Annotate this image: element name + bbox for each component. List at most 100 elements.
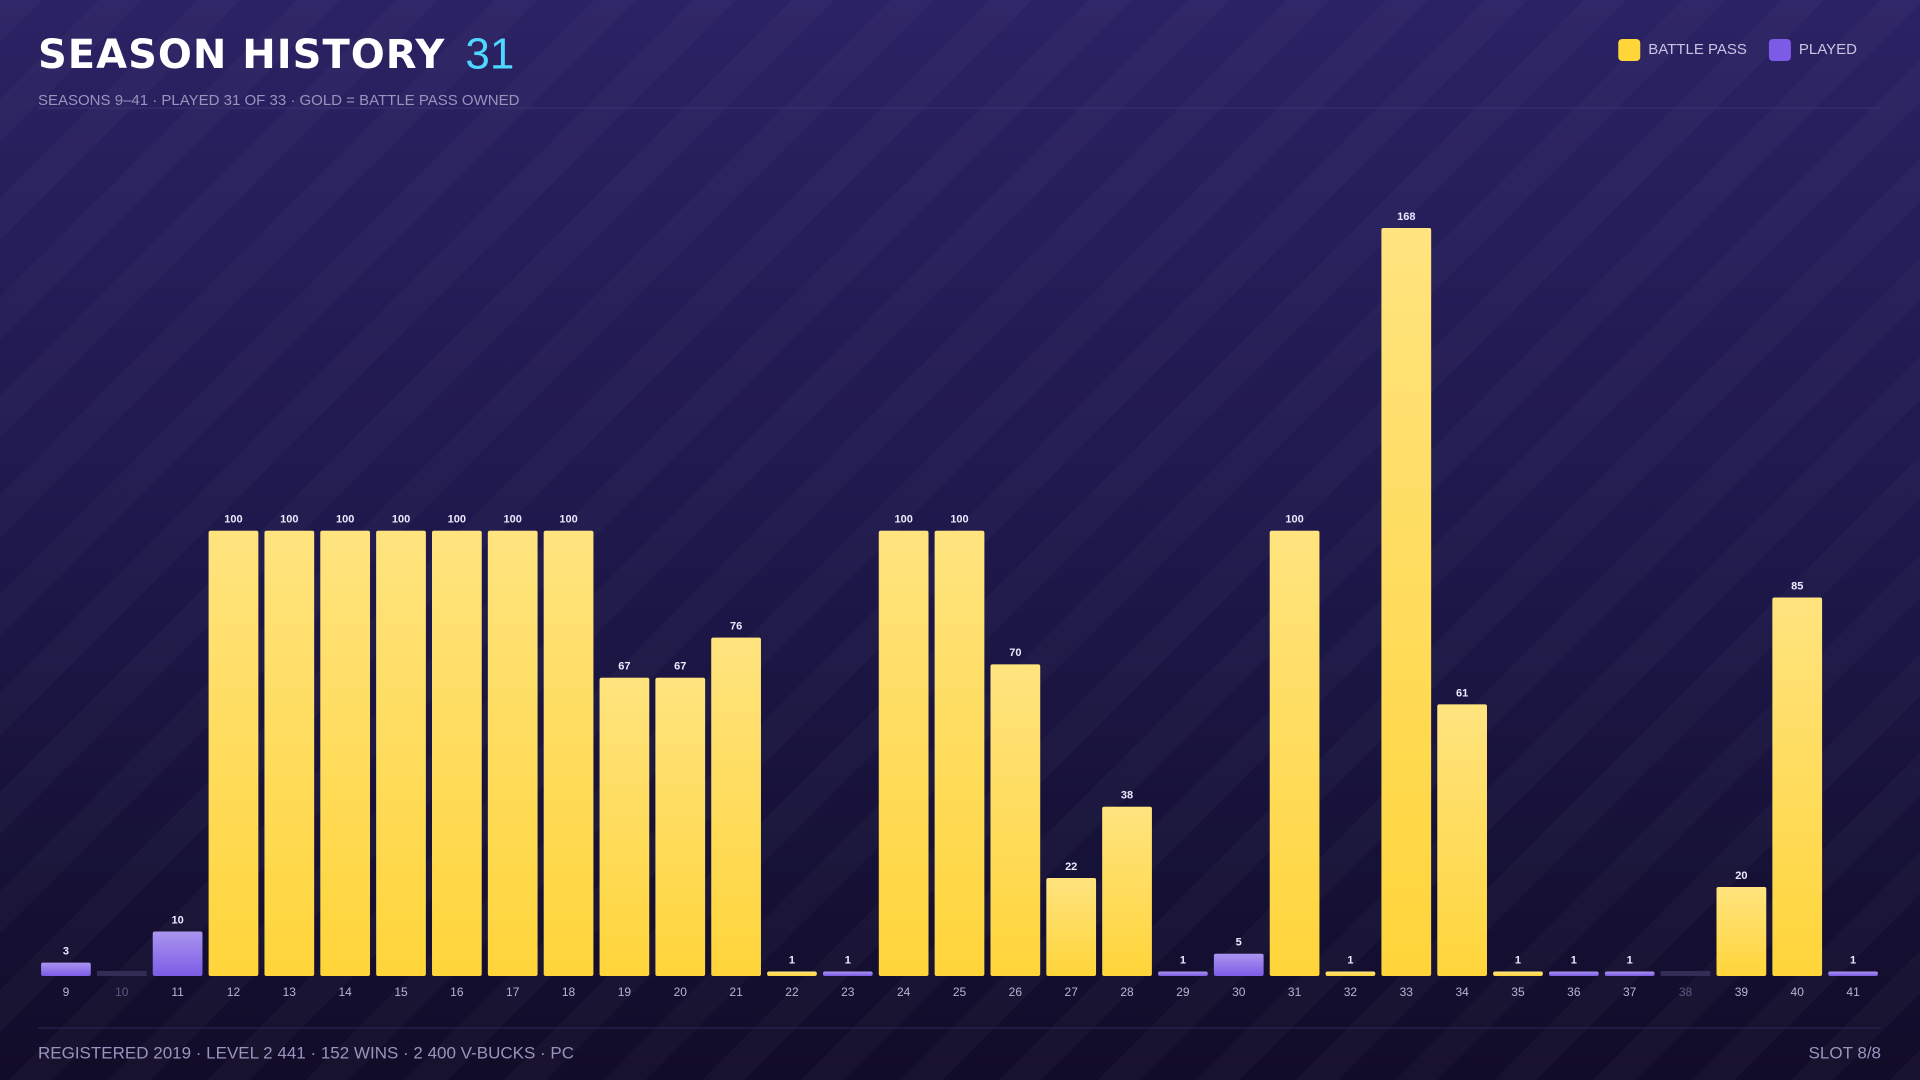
x-tick-label: 25	[953, 985, 967, 999]
value-label: 76	[730, 621, 742, 633]
legend-swatch	[1768, 39, 1791, 61]
bar-shine	[1158, 971, 1208, 976]
x-tick-label: 34	[1455, 985, 1469, 999]
x-tick-label: 21	[729, 985, 743, 999]
value-label: 5	[1236, 937, 1242, 949]
x-tick-label: 35	[1511, 985, 1525, 999]
x-tick-label: 12	[227, 985, 241, 999]
value-label: 1	[1850, 954, 1856, 966]
bar-shine	[1046, 878, 1097, 976]
x-tick-label: 22	[785, 985, 799, 999]
legend: PLAYED BATTLE PASS	[1618, 39, 1857, 61]
x-tick-label: 32	[1344, 985, 1358, 999]
footer-stats: REGISTERED 2019 · LEVEL 2 441 · 152 WINS…	[38, 1043, 574, 1062]
bar-shine	[208, 530, 259, 976]
bar-shine	[878, 530, 929, 976]
bar-shine	[1772, 597, 1823, 976]
bar-shine	[822, 971, 873, 976]
bar-shine	[990, 664, 1041, 976]
value-label: 10	[171, 914, 183, 926]
bar-shine	[152, 931, 203, 976]
value-label: 67	[674, 661, 686, 673]
bar-shine	[767, 971, 817, 976]
x-tick-label: 26	[1009, 985, 1023, 999]
x-tick-label: 40	[1791, 985, 1805, 999]
value-label: 100	[559, 514, 577, 526]
value-label: 1	[1627, 954, 1633, 966]
bar-shine	[376, 530, 426, 976]
legend-label: BATTLE PASS	[1648, 41, 1747, 58]
x-tick-label: 17	[506, 985, 520, 999]
x-tick-label: 28	[1120, 985, 1134, 999]
bar-shine	[1548, 971, 1599, 976]
x-tick-label: 13	[283, 985, 297, 999]
value-label: 70	[1009, 647, 1021, 659]
value-label: 1	[1347, 954, 1353, 966]
value-label: 100	[224, 514, 242, 526]
x-tick-label: 39	[1735, 985, 1749, 999]
empty-slot	[1660, 971, 1711, 976]
bar-shine	[1828, 971, 1878, 976]
bar-shine	[1437, 704, 1487, 976]
legend-swatch	[1618, 39, 1641, 61]
bar-shine	[264, 530, 315, 976]
x-tick-label: 30	[1232, 985, 1246, 999]
bar-shine	[41, 962, 91, 976]
x-tick-label: 10	[115, 985, 129, 999]
value-label: 85	[1791, 580, 1803, 592]
value-label: 67	[618, 661, 630, 673]
x-tick-label: 41	[1846, 985, 1860, 999]
bar-shine	[1604, 971, 1655, 976]
x-tick-label: 14	[338, 985, 352, 999]
x-tick-label: 33	[1400, 985, 1414, 999]
x-tick-label: 27	[1065, 985, 1079, 999]
x-tick-label: 36	[1567, 985, 1581, 999]
bar-shine	[432, 530, 482, 976]
legend-label: PLAYED	[1799, 41, 1857, 58]
x-tick-label: 20	[674, 985, 688, 999]
bar-shine	[487, 530, 538, 976]
chart-subtitle: SEASONS 9–41 · PLAYED 31 OF 33 · GOLD = …	[38, 92, 520, 109]
empty-slot	[96, 971, 147, 976]
bar-shine	[655, 677, 706, 976]
x-tick-label: 19	[618, 985, 632, 999]
bar-shine	[1493, 971, 1543, 976]
bar-shine	[1325, 971, 1376, 976]
x-tick-label: 23	[841, 985, 855, 999]
value-label: 100	[1285, 514, 1303, 526]
bar-shine	[1102, 806, 1152, 976]
bar-shine	[543, 530, 594, 976]
bar-shine	[1213, 953, 1264, 976]
x-tick-label: 38	[1679, 985, 1693, 999]
value-label: 20	[1735, 870, 1747, 882]
value-label: 100	[448, 514, 466, 526]
value-label: 100	[894, 514, 912, 526]
value-label: 22	[1065, 861, 1077, 873]
x-tick-label: 31	[1288, 985, 1302, 999]
x-tick-label: 9	[63, 985, 70, 999]
x-tick-label: 37	[1623, 985, 1637, 999]
x-tick-label: 15	[394, 985, 408, 999]
value-label: 100	[504, 514, 522, 526]
x-tick-label: 16	[450, 985, 464, 999]
value-label: 1	[845, 954, 851, 966]
bar-shine	[320, 530, 371, 976]
chart-title: SEASON HISTORY	[38, 32, 445, 78]
x-tick-label: 11	[171, 985, 184, 999]
value-label: 38	[1121, 790, 1133, 802]
value-label: 100	[392, 514, 410, 526]
value-label: 61	[1456, 687, 1468, 699]
x-tick-label: 29	[1176, 985, 1190, 999]
value-label: 168	[1397, 211, 1415, 223]
value-label: 100	[280, 514, 298, 526]
bar-shine	[1269, 530, 1320, 976]
bar-shine	[934, 530, 985, 976]
value-label: 1	[1571, 954, 1577, 966]
bar-shine	[1716, 886, 1767, 976]
value-label: 100	[950, 514, 968, 526]
x-tick-label: 24	[897, 985, 911, 999]
value-label: 1	[1180, 954, 1186, 966]
footer-slot: SLOT 8/8	[1809, 1043, 1881, 1062]
bar-shine	[1381, 228, 1432, 976]
